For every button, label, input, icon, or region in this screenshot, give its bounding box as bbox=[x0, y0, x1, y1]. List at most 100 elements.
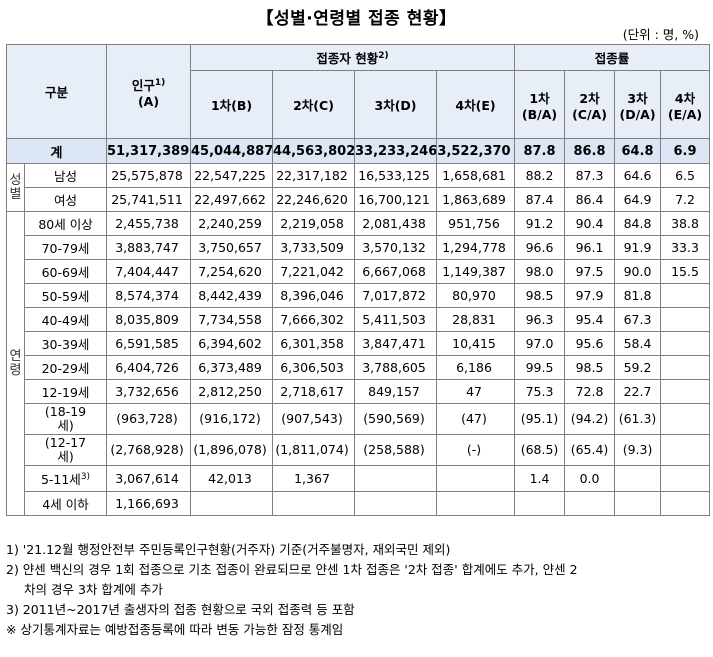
table-cell: 1,367 bbox=[272, 465, 356, 492]
table-cell: 86.8 bbox=[564, 138, 616, 164]
table-row: 여성 25,741,511 22,497,662 22,246,620 16,700,1… bbox=[7, 187, 711, 212]
table-cell: 97.0 bbox=[514, 331, 566, 356]
row-label: 30-39세 bbox=[23, 331, 108, 356]
footnote-3: 3) 2011년~2017년 출생자의 접종 현황으로 국외 접종력 등 포함 bbox=[6, 602, 355, 617]
table-cell: 7.2 bbox=[660, 187, 711, 212]
table-cell: 849,157 bbox=[354, 379, 438, 404]
table-cell: 44,563,802 bbox=[272, 138, 356, 164]
table-cell: 98.5 bbox=[564, 355, 616, 380]
table-cell: 1,658,681 bbox=[436, 163, 516, 188]
table-cell: 51,317,389 bbox=[106, 138, 192, 164]
table-cell: 3,522,370 bbox=[436, 138, 516, 164]
table-cell bbox=[354, 465, 438, 492]
table-cell: 3,570,132 bbox=[354, 235, 438, 260]
table-cell: 6,186 bbox=[436, 355, 516, 380]
table-row: 50-59세 8,574,374 8,442,439 8,396,046 7,017,8… bbox=[7, 283, 711, 308]
table-cell: 47 bbox=[436, 379, 516, 404]
table-cell: 90.4 bbox=[564, 211, 616, 236]
table-cell: 91.2 bbox=[514, 211, 566, 236]
table-row: 60-69세 7,404,447 7,254,620 7,221,042 6,667,0… bbox=[7, 259, 711, 284]
table-row: (18-19 세) (963,728) (916,172) (907,543) (590,… bbox=[7, 403, 711, 435]
table-cell bbox=[660, 379, 711, 404]
table-cell: 86.4 bbox=[564, 187, 616, 212]
header-dose-4: 4차(E) bbox=[436, 70, 516, 139]
table-cell: 7,017,872 bbox=[354, 283, 438, 308]
vaccination-table: 구분 인구1) (A) 접종자 현황2) 접종률 1차(B) 2차(C) 3차(… bbox=[5, 44, 711, 516]
table-cell: (258,588) bbox=[354, 434, 438, 466]
table-cell: 1,294,778 bbox=[436, 235, 516, 260]
header-dose-3: 3차(D) bbox=[354, 70, 438, 139]
row-label: 계 bbox=[5, 138, 108, 164]
table-cell: 97.9 bbox=[564, 283, 616, 308]
table-cell bbox=[660, 403, 711, 435]
table-title: 【성별·연령별 접종 현황】 bbox=[256, 9, 457, 29]
table-cell: 6,373,489 bbox=[190, 355, 274, 380]
header-rate-4: 4차 (E/A) bbox=[660, 70, 711, 139]
table-row: 70-79세 3,883,747 3,750,657 3,733,509 3,570,1… bbox=[7, 235, 711, 260]
footnote-1: 1) '21.12월 행정안전부 주민등록인구현황(거주자) 기준(거주불명자,… bbox=[6, 542, 451, 557]
table-cell: (1,811,074) bbox=[272, 434, 356, 466]
table-cell: 80,970 bbox=[436, 283, 516, 308]
table-cell: 22,497,662 bbox=[190, 187, 274, 212]
table-cell: 45,044,887 bbox=[190, 138, 274, 164]
table-row: 성 별 남성 25,575,878 22,547,225 22,317,182 16,533… bbox=[6, 163, 711, 212]
header-rate-group: 접종률 bbox=[514, 44, 711, 71]
row-label: 5-11세3) bbox=[23, 465, 108, 492]
table-cell: 3,847,471 bbox=[354, 331, 438, 356]
table-cell: 42,013 bbox=[190, 465, 274, 492]
table-cell: 22,547,225 bbox=[190, 163, 274, 188]
table-cell: (47) bbox=[436, 403, 516, 435]
table-cell: (590,569) bbox=[354, 403, 438, 435]
header-rate-1: 1차 (B/A) bbox=[514, 70, 566, 139]
table-cell: 7,221,042 bbox=[272, 259, 356, 284]
table-cell: (916,172) bbox=[190, 403, 274, 435]
row-label: 60-69세 bbox=[23, 259, 108, 284]
table-cell: (907,543) bbox=[272, 403, 356, 435]
table-row: 20-29세 6,404,726 6,373,489 6,306,503 3,788,6… bbox=[7, 355, 711, 380]
row-label: 80세 이상 bbox=[23, 211, 108, 236]
table-cell: 6,404,726 bbox=[106, 355, 192, 380]
table-row: 40-49세 8,035,809 7,734,558 7,666,302 5,411,5… bbox=[7, 307, 711, 332]
unit-label: (단위 : 명, %) bbox=[622, 27, 699, 42]
table-cell: 33,233,246 bbox=[354, 138, 438, 164]
table-cell: 59.2 bbox=[614, 355, 662, 380]
table-cell: 16,700,121 bbox=[354, 187, 438, 212]
header-category: 구분 bbox=[5, 44, 108, 139]
table-cell: 38.8 bbox=[660, 211, 711, 236]
table-cell: 8,035,809 bbox=[106, 307, 192, 332]
table-cell: 3,733,509 bbox=[272, 235, 356, 260]
header-rate-3: 3차 (D/A) bbox=[614, 70, 662, 139]
table-cell: 28,831 bbox=[436, 307, 516, 332]
table-cell: 3,732,656 bbox=[106, 379, 192, 404]
row-label: 50-59세 bbox=[23, 283, 108, 308]
table-cell: 2,455,738 bbox=[106, 211, 192, 236]
table-cell: 6.9 bbox=[660, 138, 711, 164]
row-label: 40-49세 bbox=[23, 307, 108, 332]
table-cell: (-) bbox=[436, 434, 516, 466]
header-vaccinated-group: 접종자 현황2) bbox=[190, 44, 516, 71]
table-cell: 2,219,058 bbox=[272, 211, 356, 236]
table-cell: 96.1 bbox=[564, 235, 616, 260]
table-cell: 22.7 bbox=[614, 379, 662, 404]
table-cell bbox=[514, 491, 566, 516]
table-cell: 22,317,182 bbox=[272, 163, 356, 188]
table-cell: 8,442,439 bbox=[190, 283, 274, 308]
table-cell: 98.0 bbox=[514, 259, 566, 284]
row-label: 남성 bbox=[23, 163, 108, 188]
table-cell: 8,396,046 bbox=[272, 283, 356, 308]
table-row: 30-39세 6,591,585 6,394,602 6,301,358 3,847,4… bbox=[7, 331, 711, 356]
table-cell: 1.4 bbox=[514, 465, 566, 492]
table-cell bbox=[660, 465, 711, 492]
table-cell: 3,067,614 bbox=[106, 465, 192, 492]
row-label: 12-19세 bbox=[23, 379, 108, 404]
table-cell: 64.9 bbox=[614, 187, 662, 212]
table-cell bbox=[614, 491, 662, 516]
table-cell: 25,741,511 bbox=[106, 187, 192, 212]
table-cell bbox=[272, 491, 356, 516]
table-cell: 33.3 bbox=[660, 235, 711, 260]
header-rate-2: 2차 (C/A) bbox=[564, 70, 616, 139]
table-cell: 16,533,125 bbox=[354, 163, 438, 188]
total-row: 계 51,317,389 45,044,887 44,563,802 33,23… bbox=[5, 138, 711, 164]
table-cell: 81.8 bbox=[614, 283, 662, 308]
